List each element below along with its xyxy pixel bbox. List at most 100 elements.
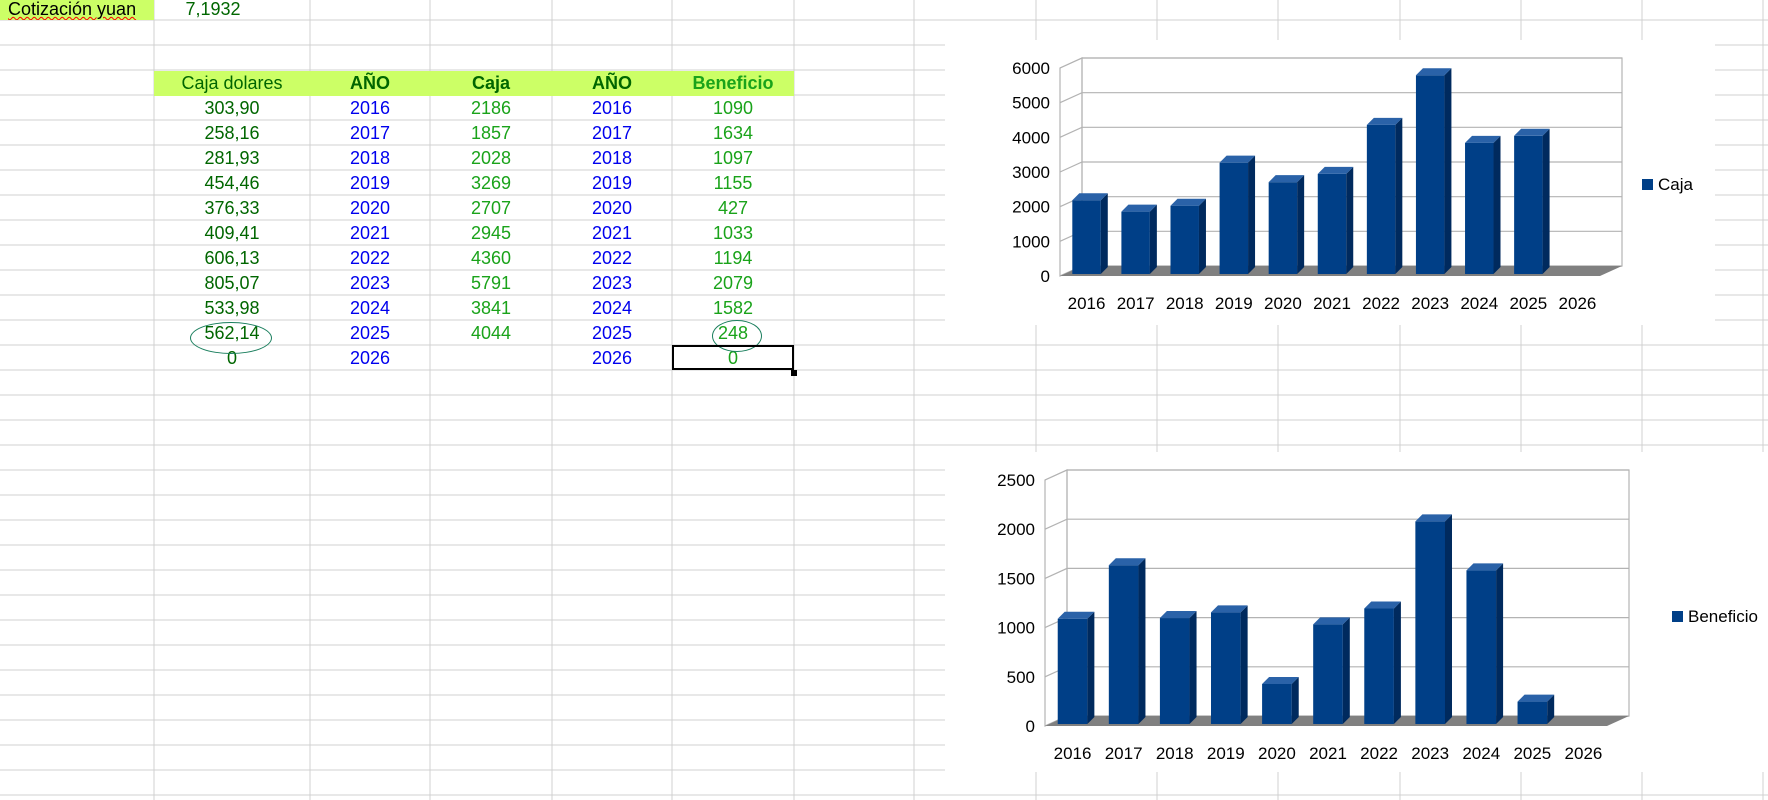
cell-ano1-2[interactable]: 2017 <box>349 123 391 143</box>
cell-caja-5[interactable]: 2707 <box>470 198 512 218</box>
bar-2019[interactable] <box>1211 605 1248 724</box>
header-beneficio[interactable]: Beneficio <box>672 71 794 96</box>
x-tick-label: 2021 <box>1309 744 1347 763</box>
cell-ano1-8[interactable]: 2023 <box>349 273 391 293</box>
cell-caja-10[interactable]: 4044 <box>470 323 512 343</box>
quote-label-cell[interactable]: Cotización yuan <box>0 0 154 20</box>
cell-caja-dolares-5[interactable]: 376,33 <box>204 198 260 218</box>
cell-beneficio-11[interactable]: 0 <box>727 348 738 368</box>
header-caja[interactable]: Caja <box>430 71 552 96</box>
cell-beneficio-5[interactable]: 427 <box>717 198 749 218</box>
cell-caja-4[interactable]: 3269 <box>470 173 512 193</box>
bar-2016[interactable] <box>1057 611 1095 724</box>
cell-ano1-9[interactable]: 2024 <box>349 298 391 318</box>
bar-2021[interactable] <box>1317 166 1354 274</box>
cell-ano1-5[interactable]: 2020 <box>349 198 391 218</box>
cell-beneficio-8[interactable]: 2079 <box>712 273 754 293</box>
cell-ano2-5[interactable]: 2020 <box>591 198 633 218</box>
cell-beneficio-10[interactable]: 248 <box>717 323 749 343</box>
bar-2025[interactable] <box>1514 128 1550 274</box>
bar-2021[interactable] <box>1313 617 1350 724</box>
y-tick-label: 1000 <box>997 619 1035 638</box>
cell-beneficio-6[interactable]: 1033 <box>712 223 754 243</box>
y-tick-label: 0 <box>1041 267 1050 286</box>
cell-beneficio-7[interactable]: 1194 <box>713 248 753 268</box>
cell-beneficio-2[interactable]: 1634 <box>712 123 754 143</box>
fill-handle[interactable] <box>791 370 797 376</box>
cell-caja-dolares-10[interactable]: 562,14 <box>204 323 260 343</box>
cell-ano1-3[interactable]: 2018 <box>349 148 391 168</box>
cell-ano2-2[interactable]: 2017 <box>591 123 633 143</box>
cell-ano2-3[interactable]: 2018 <box>591 148 633 168</box>
cell-beneficio-4[interactable]: 1155 <box>713 173 753 193</box>
cell-caja-dolares-1[interactable]: 303,90 <box>204 98 260 118</box>
chart-caja-svg: 0 1000 2000 3000 4000 5000 6000 2016 2017 2018 201… <box>1012 57 1694 313</box>
cell-beneficio-3[interactable]: 1097 <box>712 148 754 168</box>
cell-ano2-6[interactable]: 2021 <box>591 223 633 243</box>
cell-caja-dolares-11[interactable]: 0 <box>226 348 237 368</box>
cell-caja-dolares-6[interactable]: 409,41 <box>204 223 260 243</box>
cell-ano1-11[interactable]: 2026 <box>349 348 391 368</box>
cell-caja-7[interactable]: 4360 <box>470 248 512 268</box>
x-tick-label: 2019 <box>1207 744 1245 763</box>
bar-2022[interactable] <box>1366 117 1403 274</box>
y-tick-label: 5000 <box>1012 94 1050 113</box>
bar-2024[interactable] <box>1465 135 1501 274</box>
cell-caja-dolares-8[interactable]: 805,07 <box>204 273 260 293</box>
legend-swatch <box>1642 179 1653 190</box>
cell-caja-dolares-7[interactable]: 606,13 <box>204 248 260 268</box>
bar-2024[interactable] <box>1466 563 1504 724</box>
bar-2017[interactable] <box>1121 204 1157 274</box>
cell-caja-8[interactable]: 5791 <box>470 273 512 293</box>
cell-ano2-10[interactable]: 2025 <box>591 323 633 343</box>
header-ano1[interactable]: AÑO <box>310 71 430 96</box>
bar-2022[interactable] <box>1364 601 1401 724</box>
cell-caja-1[interactable]: 2186 <box>470 98 512 118</box>
bar-2018[interactable] <box>1159 611 1197 724</box>
bar-2023[interactable] <box>1415 68 1452 274</box>
cell-ano2-9[interactable]: 2024 <box>591 298 633 318</box>
y-tick-label: 2000 <box>997 520 1035 539</box>
bar-2023[interactable] <box>1415 514 1452 724</box>
x-tick-label: 2020 <box>1258 744 1296 763</box>
cell-ano2-1[interactable]: 2016 <box>591 98 633 118</box>
cell-beneficio-9[interactable]: 1582 <box>712 298 754 318</box>
cell-caja-3[interactable]: 2028 <box>470 148 512 168</box>
cell-ano1-4[interactable]: 2019 <box>349 173 391 193</box>
cell-caja-dolares-2[interactable]: 258,16 <box>204 123 260 143</box>
bar-2019[interactable] <box>1219 155 1256 274</box>
cell-caja-dolares-4[interactable]: 454,46 <box>204 173 260 193</box>
cell-ano1-10[interactable]: 2025 <box>349 323 391 343</box>
bar-2025[interactable] <box>1517 694 1555 724</box>
cell-ano2-7[interactable]: 2022 <box>591 248 633 268</box>
quote-value-cell[interactable]: 7,1932 <box>185 0 241 19</box>
bar-2017[interactable] <box>1108 558 1146 724</box>
selected-cell-cursor[interactable] <box>672 345 794 370</box>
header-caja-dolares[interactable]: Caja dolares <box>154 71 310 96</box>
cell-ano1-6[interactable]: 2021 <box>349 223 391 243</box>
y-tick-label: 6000 <box>1012 59 1050 78</box>
bar-2020[interactable] <box>1268 175 1305 274</box>
x-tick-label: 2025 <box>1509 294 1547 313</box>
cell-caja-2[interactable]: 1857 <box>470 123 512 143</box>
cell-ano2-8[interactable]: 2023 <box>591 273 633 293</box>
x-tick-label: 2016 <box>1068 294 1106 313</box>
cell-ano1-7[interactable]: 2022 <box>349 248 391 268</box>
header-ano2[interactable]: AÑO <box>552 71 672 96</box>
gridline <box>1059 92 1622 104</box>
bar-2020[interactable] <box>1262 676 1299 724</box>
cell-caja-9[interactable]: 3841 <box>470 298 512 318</box>
bar-2016[interactable] <box>1072 193 1108 274</box>
chart-beneficio[interactable]: 0 500 1000 1500 2000 2500 2016 2017 2018 2019 2020… <box>945 452 1768 772</box>
cell-ano2-4[interactable]: 2019 <box>591 173 633 193</box>
cell-caja-dolares-9[interactable]: 533,98 <box>204 298 260 318</box>
cell-caja-6[interactable]: 2945 <box>470 223 512 243</box>
cell-ano2-11[interactable]: 2026 <box>591 348 633 368</box>
cell-caja-11[interactable] <box>430 346 552 371</box>
chart-caja[interactable]: 0 1000 2000 3000 4000 5000 6000 2016 2017 2018 201… <box>945 40 1715 325</box>
cell-caja-dolares-3[interactable]: 281,93 <box>204 148 260 168</box>
cell-ano1-1[interactable]: 2016 <box>349 98 391 118</box>
bar-2018[interactable] <box>1170 198 1206 274</box>
gridline <box>1059 57 1622 69</box>
cell-beneficio-1[interactable]: 1090 <box>712 98 754 118</box>
